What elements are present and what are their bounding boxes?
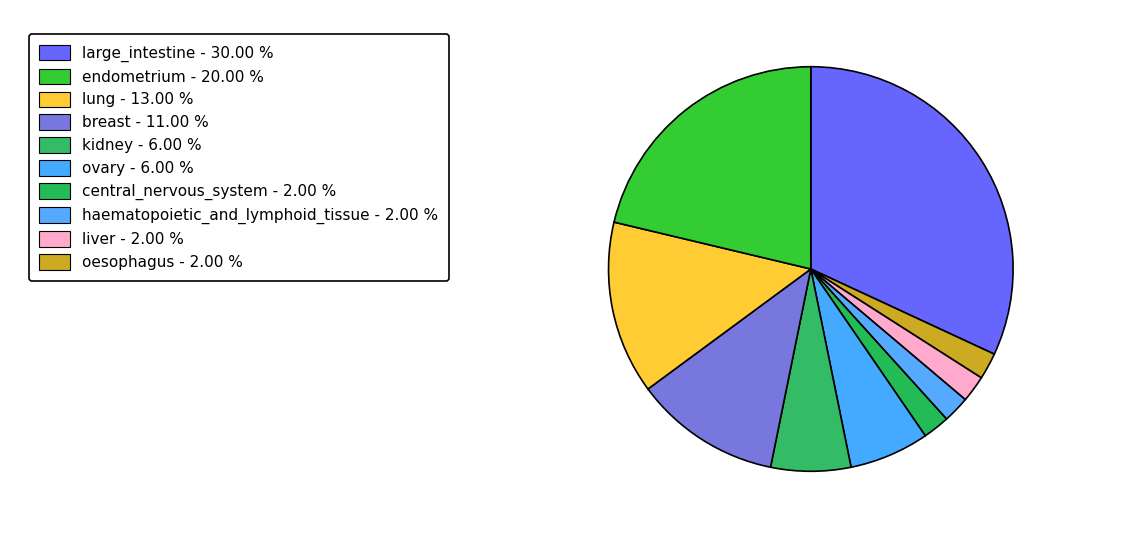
Wedge shape (811, 269, 981, 400)
Wedge shape (811, 67, 1013, 354)
Wedge shape (609, 222, 811, 389)
Wedge shape (811, 269, 925, 467)
Legend: large_intestine - 30.00 %, endometrium - 20.00 %, lung - 13.00 %, breast - 11.00: large_intestine - 30.00 %, endometrium -… (28, 34, 449, 281)
Wedge shape (770, 269, 852, 471)
Wedge shape (811, 269, 947, 436)
Wedge shape (648, 269, 811, 467)
Wedge shape (613, 67, 811, 269)
Wedge shape (811, 269, 995, 378)
Wedge shape (811, 269, 965, 419)
